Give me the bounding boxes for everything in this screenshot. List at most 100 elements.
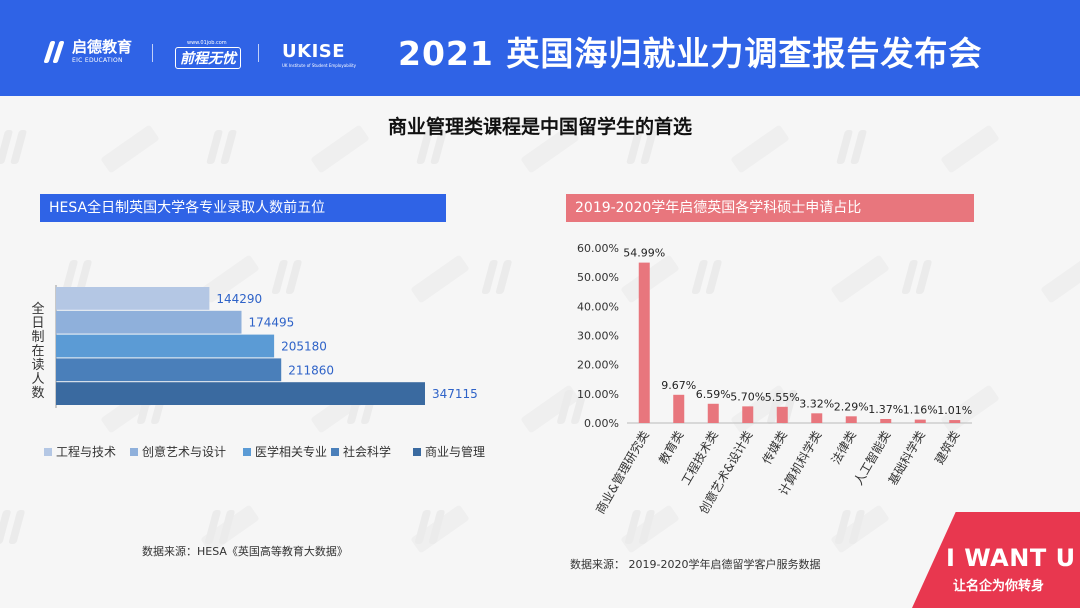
watermark-mark — [767, 390, 783, 424]
watermark-mark — [0, 130, 13, 164]
watermark-mark — [8, 510, 25, 544]
y-tick-label: 20.00% — [577, 359, 619, 372]
bar-5 — [56, 382, 425, 405]
watermark-mark — [75, 260, 92, 294]
bar-value-label: 1.01% — [937, 404, 972, 417]
bar-6 — [811, 413, 823, 423]
watermark-mark — [204, 510, 221, 544]
bar-value-label: 211860 — [288, 363, 334, 377]
bar-8 — [880, 419, 892, 423]
x-tick-label: 商业&管理研究类 — [592, 428, 652, 516]
watermark-mark — [495, 260, 512, 294]
bar-3 — [707, 403, 719, 423]
ukise-logo-text: UKISE — [282, 41, 346, 62]
bar-value-label: 9.67% — [661, 379, 696, 392]
watermark-mark — [218, 510, 235, 544]
watermark-mark — [414, 510, 431, 544]
bar-9 — [914, 419, 926, 423]
watermark-mark — [557, 390, 573, 424]
eic-logo-cn: 启德教育 — [72, 38, 133, 56]
watermark-mark — [571, 390, 587, 424]
watermark-mark — [915, 260, 932, 294]
watermark-mark — [831, 255, 889, 303]
watermark-mark — [0, 510, 11, 544]
right-data-source: 数据来源： 2019-2020学年启德留学客户服务数据 — [570, 558, 821, 571]
legend-entry: 商业与管理 — [425, 444, 485, 459]
watermark-mark — [430, 130, 447, 164]
qiancheng-logo: www.01job.com 前程无忧 — [175, 40, 241, 72]
watermark-mark — [901, 260, 918, 294]
legend-entry: 创意艺术与设计 — [142, 444, 226, 459]
bar-value-label: 3.32% — [799, 397, 834, 410]
bar-10 — [949, 420, 961, 423]
bar-value-label: 5.55% — [765, 391, 800, 404]
eic-logo-en: EIC EDUCATION — [72, 57, 123, 64]
bar-1 — [638, 262, 650, 423]
watermark-mark — [101, 125, 159, 173]
bar-3 — [56, 334, 275, 358]
bar-value-label: 54.99% — [623, 247, 665, 260]
header-banner: 启德教育 EIC EDUCATION www.01job.com 前程无忧 UK… — [0, 0, 1080, 96]
right-panel-title: 2019-2020学年启德英国各学科硕士申请占比 — [566, 194, 974, 222]
x-tick-label: 传媒类 — [759, 428, 790, 467]
legend-swatch — [413, 448, 421, 456]
ukise-logo-sub: UK Institute of Student Employability — [282, 63, 356, 68]
y-tick-label: 0.00% — [584, 417, 619, 430]
slide-title: 商业管理类课程是中国留学生的首选 — [387, 116, 692, 138]
watermark-mark — [206, 130, 223, 164]
bar-value-label: 205180 — [281, 340, 327, 354]
legend-entry: 社会科学 — [343, 444, 391, 459]
watermark-mark — [691, 260, 708, 294]
left-data-source: 数据来源：HESA《英国高等教育大数据》 — [142, 545, 348, 558]
y-tick-label: 30.00% — [577, 330, 619, 343]
watermark-mark — [220, 130, 237, 164]
watermark-mark — [271, 260, 288, 294]
bar-value-label: 347115 — [432, 387, 478, 401]
watermark-mark — [411, 255, 469, 303]
event-title: 2021 英国海归就业力调查报告发布会 — [398, 34, 983, 73]
watermark-mark — [428, 510, 445, 544]
watermark-mark — [621, 255, 679, 303]
bar-4 — [56, 358, 282, 382]
watermark-mark — [624, 510, 641, 544]
y-tick-label: 10.00% — [577, 388, 619, 401]
x-tick-label: 教育类 — [655, 428, 686, 467]
watermark-mark — [481, 260, 498, 294]
bar-5 — [776, 406, 788, 423]
watermark-mark — [848, 510, 865, 544]
qiancheng-logo-url: www.01job.com — [187, 40, 227, 46]
watermark-mark — [850, 130, 867, 164]
watermark-mark — [10, 130, 27, 164]
bar-value-label: 6.59% — [696, 388, 731, 401]
watermark-mark — [311, 125, 369, 173]
watermark-mark — [638, 510, 655, 544]
legend-swatch — [130, 448, 138, 456]
watermark-mark — [1041, 255, 1080, 303]
bar-1 — [56, 287, 210, 310]
legend-entry: 工程与技术 — [56, 444, 116, 459]
y-tick-label: 60.00% — [577, 242, 619, 255]
legend-swatch — [331, 448, 339, 456]
bar-4 — [742, 406, 754, 423]
logo-divider — [152, 44, 153, 62]
slogan-main: I WANT U — [946, 544, 1076, 572]
watermark-mark — [705, 260, 722, 294]
left-panel-title: HESA全日制英国大学各专业录取人数前五位 — [40, 194, 446, 222]
watermark-mark — [731, 125, 789, 173]
bar-value-label: 174495 — [248, 316, 294, 330]
ukise-logo: UKISE UK Institute of Student Employabil… — [282, 41, 356, 73]
bar-value-label: 1.16% — [903, 404, 938, 417]
logo-divider — [258, 44, 259, 62]
bar-value-label: 144290 — [216, 292, 262, 306]
watermark-mark — [416, 130, 433, 164]
bar-value-label: 2.29% — [834, 400, 869, 413]
qiancheng-logo-text: 前程无忧 — [175, 47, 241, 69]
legend-entry: 医学相关专业 — [255, 444, 327, 459]
x-tick-label: 建筑类 — [931, 428, 962, 467]
legend-swatch — [243, 448, 251, 456]
y-tick-label: 50.00% — [577, 271, 619, 284]
x-tick-label: 法律类 — [829, 429, 859, 467]
watermark-mark — [941, 125, 999, 173]
